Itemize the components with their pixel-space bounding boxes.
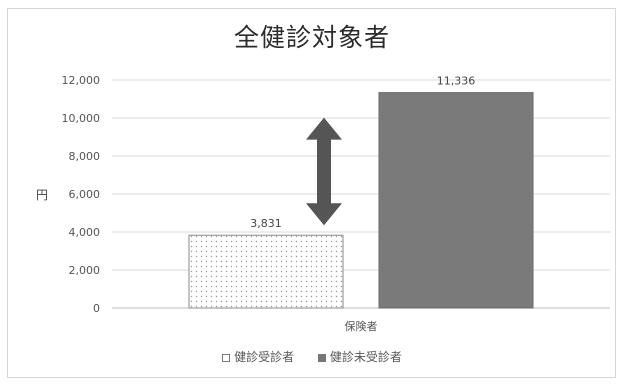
legend-item-not-received: 健診未受診者 xyxy=(317,348,402,365)
legend-swatch-received xyxy=(222,353,231,362)
y-tick-label: 0 xyxy=(93,302,100,315)
legend-swatch-not-received xyxy=(317,353,326,362)
y-tick-label: 6,000 xyxy=(69,188,101,201)
y-tick-label: 12,000 xyxy=(62,74,101,87)
bar xyxy=(378,92,534,309)
legend-item-received: 健診受診者 xyxy=(222,348,294,365)
data-label: 3,831 xyxy=(250,217,282,230)
data-label: 11,336 xyxy=(437,75,476,88)
legend-label-not-received: 健診未受診者 xyxy=(329,350,402,364)
legend: 健診受診者 健診未受診者 xyxy=(0,348,624,365)
bar xyxy=(188,234,344,309)
x-tick-label: 保険者 xyxy=(345,319,378,333)
y-tick-label: 2,000 xyxy=(69,264,101,277)
double-arrow-icon xyxy=(306,117,342,226)
y-tick-label: 4,000 xyxy=(69,226,101,239)
y-tick-label: 10,000 xyxy=(62,112,101,125)
legend-label-received: 健診受診者 xyxy=(234,350,295,364)
chart-title: 全健診対象者 xyxy=(233,23,390,52)
y-axis-label: 円 xyxy=(36,188,49,202)
y-tick-label: 8,000 xyxy=(69,150,101,163)
